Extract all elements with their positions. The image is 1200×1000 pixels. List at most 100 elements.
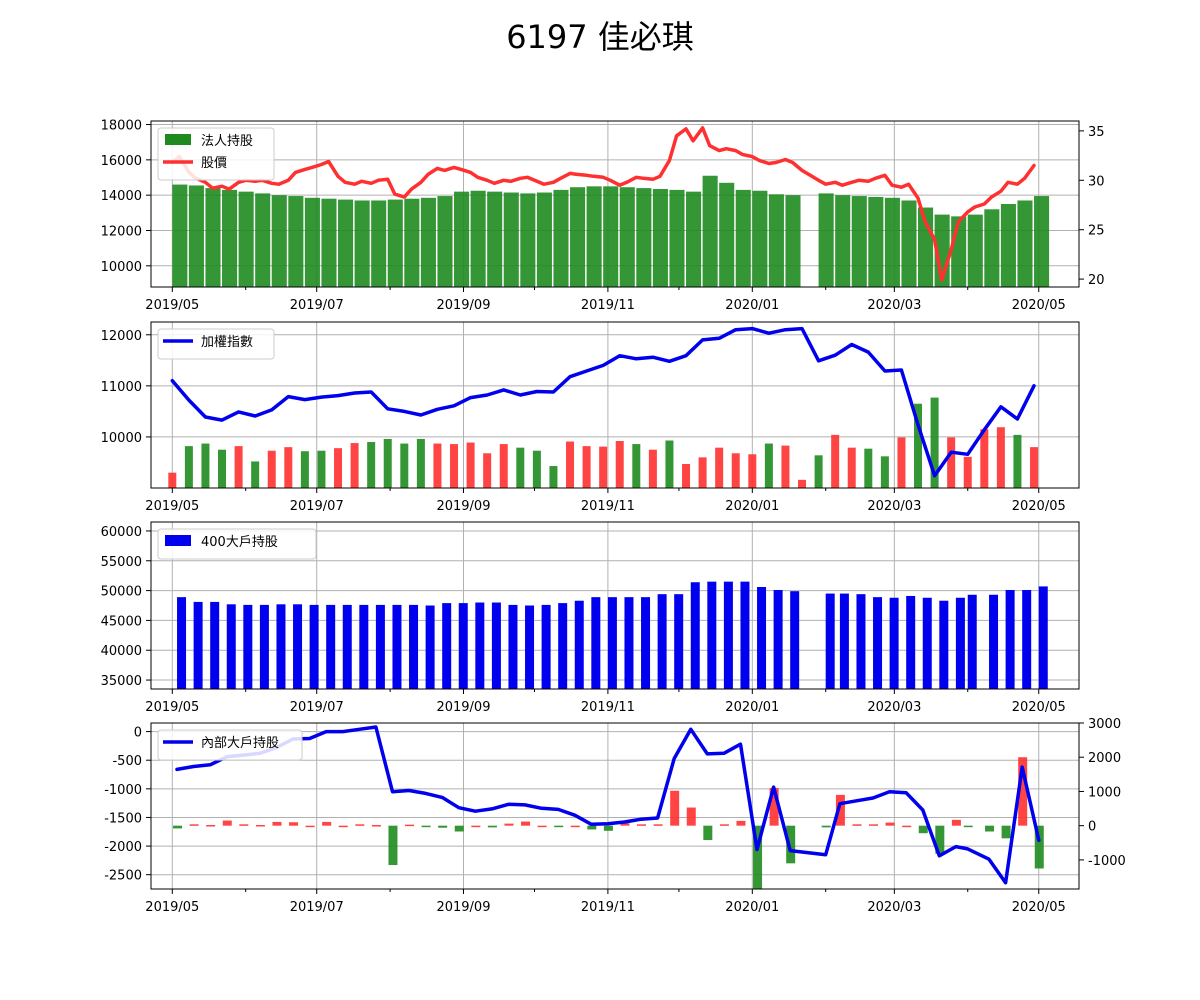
y-tick-label: 16000 [101,154,142,169]
y-tick-label: 55000 [101,555,142,570]
insider-change-bar [438,825,448,828]
institutional-holding-bar [470,190,486,287]
x-tick-label: 2020/03 [867,900,921,915]
institutional-holding-bar [288,196,304,287]
weekly-volume-bar [499,444,508,488]
weekly-volume-bar [798,479,807,488]
institutional-holding-bar [172,184,188,287]
major-holder-400-bar [177,597,187,689]
major-holder-400-bar [790,591,800,689]
major-holder-400-bar [690,582,700,689]
legend-swatch [165,134,191,145]
insider-change-bar [703,825,713,841]
x-tick-label: 2020/03 [867,700,921,715]
x-tick-label: 2019/05 [145,298,199,313]
major-holder-400-bar [825,593,835,689]
x-tick-label: 2020/05 [1012,499,1066,514]
major-holder-400-bar [657,594,667,689]
institutional-holding-bar [868,196,884,287]
y-tick-label: 11000 [101,380,142,395]
x-tick-label: 2020/03 [867,499,921,514]
weekly-volume-bar [317,450,326,488]
major-holder-400-bar [740,581,750,689]
weekly-volume-bar [350,443,359,488]
insider-change-bar [173,825,183,829]
institutional-holding-bar [884,197,900,287]
taiex-index-line [170,326,1036,478]
insider-change-bar [885,822,895,826]
x-tick-label: 2019/07 [290,298,344,313]
y-right-tick-label: 25 [1088,224,1105,239]
insider-change-bar [189,824,199,826]
institutional-holding-bar [586,186,602,287]
x-tick-label: 2020/01 [725,900,779,915]
x-tick-label: 2020/03 [867,298,921,313]
insider-change-bar [786,825,796,864]
x-tick-label: 2019/09 [436,499,490,514]
x-tick-label: 2020/01 [725,298,779,313]
institutional-holding-bar [1034,196,1050,287]
institutional-holding-bar [188,185,204,287]
institutional-holding-bar [835,195,851,287]
insider-change-bar [719,824,729,826]
y-tick-label: 40000 [101,644,142,659]
x-tick-label: 2020/05 [1012,900,1066,915]
major-holder-400-bar [259,604,269,689]
insider-change-bar [587,825,597,830]
institutional-holding-bar [1000,204,1016,287]
institutional-holding-bar [785,195,801,287]
major-holder-400-bar [1005,589,1015,689]
y-tick-label: -1500 [104,811,142,826]
x-tick-label: 2019/11 [581,298,635,313]
x-tick-label: 2020/01 [725,499,779,514]
major-holder-400-bar [574,600,584,689]
major-holder-400-bar [276,604,286,689]
weekly-volume-bar [334,448,343,488]
institutional-holding-bar [603,186,619,287]
institutional-holding-bar [851,196,867,287]
y-tick-label: 10000 [101,431,142,446]
weekly-volume-bar [168,472,177,488]
weekly-volume-bar [582,446,591,488]
major-holder-400-bar [989,594,999,689]
legend-box [157,528,317,560]
x-tick-label: 2019/11 [581,900,635,915]
institutional-holding-bar [437,196,453,287]
insider-change-bar [918,825,928,834]
insider-change-bar [869,824,879,826]
major-holder-400-bar [723,581,733,689]
weekly-volume-bar [433,443,442,488]
insider-change-bar [272,821,282,826]
y-tick-label: -1000 [104,783,142,798]
major-holder-400-bar [674,594,684,689]
weekly-volume-bar [184,446,193,488]
major-holder-400-bar [525,605,535,689]
x-tick-label: 2019/07 [290,499,344,514]
weekly-volume-bar [698,457,707,488]
institutional-holding-bar [454,191,470,287]
major-holder-400-bar [641,597,651,689]
y-tick-label: 50000 [101,585,142,600]
major-holder-400-bar [409,604,419,689]
institutional-holding-bar [818,193,834,287]
legend-label: 400大戶持股 [201,535,278,550]
institutional-holding-bar [304,197,320,287]
institutional-holding-bar [354,200,370,287]
insider-change-bar [405,824,415,827]
insider-change-bar [255,824,265,827]
stock-price-line [170,126,1036,282]
x-tick-label: 2020/01 [725,700,779,715]
weekly-volume-bar [599,446,608,488]
major-holder-400-bar [1022,589,1032,689]
x-tick-label: 2020/05 [1012,700,1066,715]
major-holder-400-bar [475,602,485,689]
weekly-volume-bar [648,449,657,488]
plot-frame-2 [150,321,1080,489]
legend-box [157,729,303,761]
x-tick-label: 2019/05 [145,900,199,915]
legend-box [157,328,275,360]
insider-change-bar [371,824,381,827]
institutional-holding-bar [702,175,718,287]
institutional-holding-bar [404,198,420,287]
insider-change-bar [769,788,779,826]
